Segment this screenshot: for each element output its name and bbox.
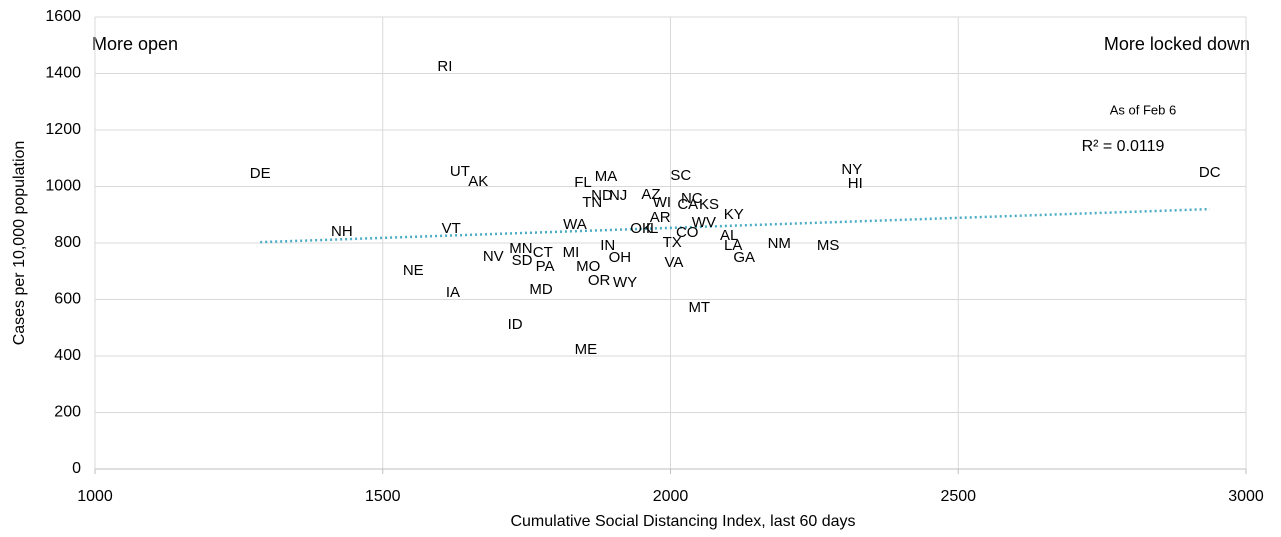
y-tick-label: 200	[54, 404, 81, 421]
point-label: VA	[664, 254, 683, 271]
point-label: WI	[653, 194, 671, 211]
y-tick-label: 1000	[45, 178, 81, 195]
point-label: MA	[595, 168, 618, 185]
y-tick-label: 1200	[45, 121, 81, 138]
y-tick-label: 1400	[45, 65, 81, 82]
annotation: As of Feb 6	[1110, 102, 1176, 117]
point-label: NC	[681, 190, 703, 207]
point-label: AL	[720, 227, 738, 244]
y-axis-label: Cases per 10,000 population	[11, 141, 28, 346]
point-label: TX	[663, 234, 682, 251]
x-tick-label: 2000	[653, 488, 689, 505]
point-label: WA	[563, 216, 587, 233]
trendline	[260, 207, 1210, 244]
y-tick-label: 1600	[45, 8, 81, 25]
x-tick-label: 3000	[1228, 488, 1264, 505]
point-label: NY	[841, 161, 862, 178]
point-label: KS	[699, 196, 719, 213]
point-label: MS	[817, 237, 840, 254]
annotation: R² = 0.0119	[1082, 138, 1165, 155]
point-label: KY	[724, 206, 744, 223]
point-label: DE	[250, 165, 271, 182]
point-label: AZ	[641, 186, 660, 203]
point-label: MT	[688, 299, 710, 316]
x-axis-label: Cumulative Social Distancing Index, last…	[510, 513, 855, 530]
point-label: NV	[483, 248, 504, 265]
point-label: NE	[403, 262, 424, 279]
y-tick-label: 400	[54, 347, 81, 364]
point-label: MD	[529, 281, 552, 298]
point-label: OK	[630, 220, 652, 237]
annotation: More locked down	[1104, 34, 1250, 54]
point-label: IN	[600, 237, 615, 254]
y-tick-label: 600	[54, 291, 81, 308]
point-label: CO	[676, 224, 699, 241]
point-label: HI	[848, 175, 863, 192]
y-tick-label: 800	[54, 234, 81, 251]
point-label: AR	[650, 209, 671, 226]
point-label: UT	[450, 163, 470, 180]
point-label: TN	[582, 194, 602, 211]
annotation: More open	[92, 34, 178, 54]
point-label: MI	[563, 244, 580, 261]
x-tick-label: 2500	[940, 488, 976, 505]
point-label: WV	[692, 214, 716, 231]
point-label: NH	[331, 223, 353, 240]
point-label: GA	[733, 249, 755, 266]
point-label: RI	[437, 58, 452, 75]
point-label: NJ	[609, 187, 627, 204]
point-label: LA	[724, 237, 742, 254]
point-label: FL	[574, 174, 592, 191]
point-label: IA	[446, 284, 460, 301]
point-label: NM	[768, 235, 791, 252]
point-label: ID	[508, 316, 523, 333]
point-label: ND	[591, 187, 613, 204]
point-label: WY	[613, 274, 637, 291]
x-tick-label: 1500	[365, 488, 401, 505]
point-label: OR	[588, 272, 611, 289]
point-label: ME	[575, 341, 598, 358]
x-tick-label: 1000	[77, 488, 113, 505]
point-label: MN	[509, 240, 532, 257]
point-label: OH	[609, 249, 632, 266]
point-label: SC	[670, 167, 691, 184]
point-label: DC	[1199, 164, 1221, 181]
point-label: CA	[677, 196, 698, 213]
point-label: AK	[468, 173, 488, 190]
y-tick-label: 0	[72, 460, 81, 477]
point-label: PA	[536, 258, 555, 275]
point-label: VT	[442, 220, 461, 237]
point-label: CT	[533, 244, 553, 261]
point-label: IL	[646, 220, 659, 237]
point-label: MO	[576, 258, 600, 275]
point-label: SD	[512, 252, 533, 269]
